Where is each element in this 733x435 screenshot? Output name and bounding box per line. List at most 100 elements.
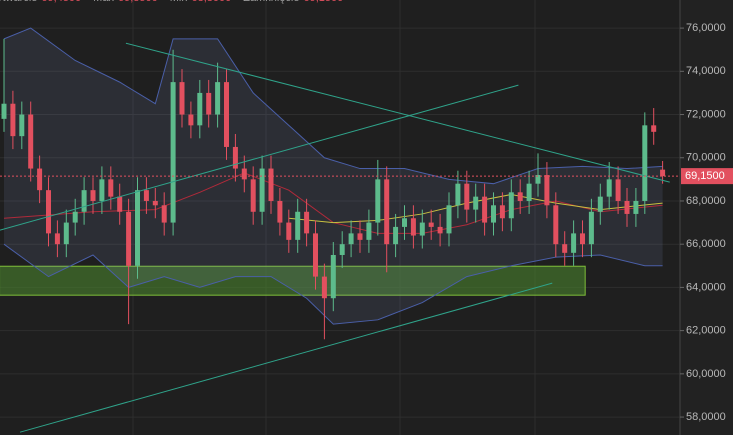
candle-body (81, 190, 87, 212)
candle-body (321, 276, 327, 299)
candle-body (10, 103, 16, 137)
header-value: 69,8500 (118, 0, 158, 4)
band-lower (3, 243, 663, 325)
candle-body (295, 211, 301, 240)
header-value: 69,1500 (303, 0, 343, 4)
y-tick-label: 58,0000 (686, 411, 726, 423)
candle-body (508, 192, 514, 219)
header-label: Min (170, 0, 188, 4)
candle-body (615, 179, 621, 201)
candle-body (46, 190, 51, 234)
header-label: Max (93, 0, 114, 4)
candle-body (562, 244, 568, 253)
candle-body (491, 205, 496, 223)
y-axis: 58,0000 60,0000 62,0000 64,0000 66,0000 68,00… (680, 22, 733, 423)
candle-body (588, 211, 594, 245)
candle-body (402, 218, 407, 227)
candle-body (526, 183, 532, 201)
candle-body (330, 254, 336, 299)
candle-body (428, 222, 434, 227)
candle-body (90, 190, 96, 201)
y-tick-label: 62,0000 (686, 325, 726, 337)
candle-body (366, 222, 372, 240)
candle-body (241, 168, 247, 180)
candle-body (224, 82, 229, 147)
candle-body (28, 114, 34, 169)
candle-body (580, 233, 585, 245)
candle-body (250, 179, 256, 212)
candle-body (410, 218, 416, 236)
candle-body (384, 179, 390, 245)
candle-body (651, 125, 657, 132)
candle-body (37, 168, 43, 191)
y-tick-label: 64,0000 (686, 281, 726, 293)
candle-body (268, 168, 274, 201)
candle-body (517, 192, 523, 201)
candle-body (206, 92, 212, 115)
header-value: 68,8000 (191, 0, 231, 4)
candle-body (19, 114, 25, 137)
candle-body (606, 179, 612, 197)
y-tick-label: 68,0000 (686, 195, 726, 207)
candle-body (375, 179, 381, 223)
candle-body (197, 92, 203, 126)
candle-body (624, 200, 630, 214)
candle-body (419, 222, 425, 236)
candle-body (473, 196, 479, 210)
candle-body (1, 103, 7, 119)
y-tick-label: 76,0000 (686, 22, 726, 34)
candle-body (357, 233, 363, 240)
candle-body (232, 146, 238, 169)
candle-body (660, 169, 666, 177)
candle-body (437, 226, 443, 234)
candle-body (277, 200, 283, 223)
candle-body (179, 82, 185, 115)
candle-body (544, 175, 550, 206)
candle-body (126, 211, 132, 266)
y-tick-label: 72,0000 (686, 108, 726, 120)
header: Otwarcie 69,4500 Max 69,8500 Min68,8000 Zamkn… (0, 0, 343, 4)
plot (0, 27, 680, 433)
candle-body (170, 82, 176, 223)
candle-body (571, 233, 577, 253)
candle-body (161, 205, 167, 223)
y-tick-label: 66,0000 (686, 238, 726, 250)
candle-body (393, 226, 399, 245)
candle-body (446, 205, 452, 234)
header-label: Otwarcie (0, 0, 37, 4)
candle-body (188, 114, 194, 126)
candle-body (339, 244, 345, 255)
trendline (0, 84, 519, 231)
candle-body (455, 183, 461, 206)
candle-body (135, 190, 140, 266)
last-price-label: 69,1500 (685, 170, 725, 182)
candle-body (99, 179, 105, 201)
plot-background (0, 0, 680, 435)
candle-body (304, 211, 310, 234)
candle-body (642, 125, 648, 201)
candle-body (597, 196, 603, 212)
candle-body (464, 183, 470, 210)
y-tick-label: 74,0000 (686, 65, 726, 77)
trendline (125, 42, 670, 183)
candle-body (313, 233, 318, 277)
axis-background (680, 0, 733, 435)
candle-body (535, 175, 541, 184)
candle-body (143, 190, 149, 201)
candle-body (117, 196, 123, 212)
trendline (19, 282, 553, 433)
candle-body (63, 222, 69, 245)
candle-body (152, 200, 158, 206)
y-tick-label: 60,0000 (686, 368, 726, 380)
candle-body (633, 200, 639, 214)
candle-body (482, 196, 488, 223)
candle-body (259, 168, 265, 212)
candle-body (499, 205, 505, 219)
band-upper (3, 27, 663, 185)
last-price-box (681, 168, 733, 185)
candle-body (348, 233, 354, 245)
header-value: 69,4500 (41, 0, 81, 4)
header-label: Zamknięcie (243, 0, 299, 4)
